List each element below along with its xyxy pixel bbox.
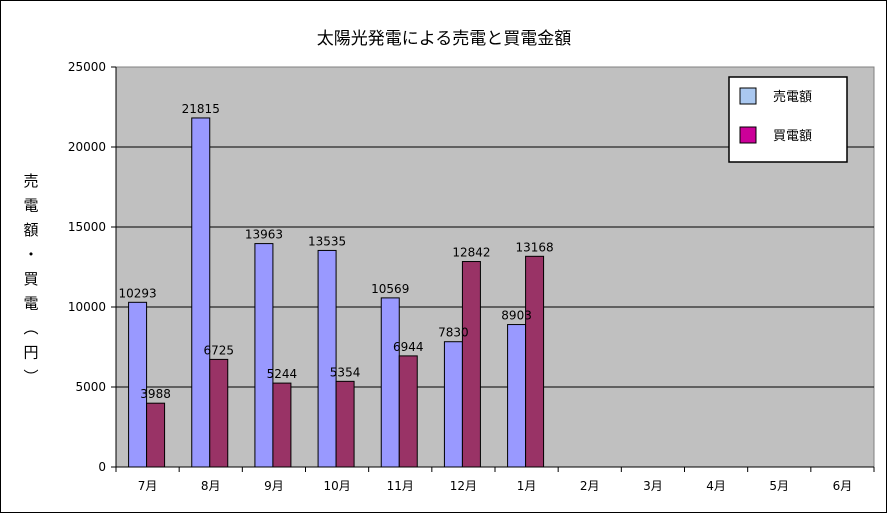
x-tick-label: 5月: [769, 479, 789, 493]
y-tick-label: 10000: [68, 300, 106, 314]
x-tick-label: 7月: [138, 479, 158, 493]
data-label-sell: 10293: [118, 286, 156, 300]
data-label-buy: 12842: [452, 246, 490, 260]
y-axis-label-text: 売電額・買電︵円︶: [23, 172, 38, 386]
legend-label-sell: 売電額: [773, 89, 812, 105]
data-label-sell: 21815: [182, 102, 220, 116]
bar-buy: [398, 355, 418, 468]
data-label-sell: 7830: [438, 326, 469, 340]
y-tick-label: 5000: [75, 380, 106, 394]
bar-sell: [254, 243, 274, 468]
x-tick-label: 11月: [387, 479, 414, 493]
bar-buy: [146, 402, 166, 468]
data-label-buy: 13168: [515, 240, 553, 254]
bar-buy: [525, 255, 545, 468]
data-label-buy: 5354: [330, 365, 361, 379]
x-tick-label: 10月: [323, 479, 350, 493]
x-tick-label: 3月: [643, 479, 663, 493]
data-label-sell: 8903: [501, 309, 532, 323]
data-label-buy: 3988: [140, 387, 171, 401]
x-tick-label: 2月: [580, 479, 600, 493]
y-tick-label: 0: [98, 460, 106, 474]
y-tick-label: 20000: [68, 140, 106, 154]
bar-buy: [335, 380, 355, 468]
legend-swatch-sell: [739, 87, 757, 105]
x-tick-label: 9月: [264, 479, 284, 493]
gridlines: [116, 146, 874, 388]
x-tick-label: 4月: [706, 479, 726, 493]
data-labels: 10293 21815 13963 13535 10569 7830 8903 3988 672…: [118, 102, 553, 401]
bar-sell: [317, 249, 337, 468]
bar-buy: [461, 261, 481, 468]
bar-sell: [507, 324, 527, 468]
data-label-sell: 13535: [308, 234, 346, 248]
legend: 売電額 買電額: [728, 76, 848, 163]
y-tick-label: 15000: [68, 220, 106, 234]
y-tick-label: 25000: [68, 60, 106, 74]
legend-label-buy: 買電額: [773, 129, 812, 144]
chart-title: 太陽光発電による売電と買電金額: [317, 29, 572, 49]
y-axis-ticks: 0 5000 10000 15000 20000 25000: [68, 60, 116, 474]
data-label-sell: 10569: [371, 282, 409, 296]
bar-buy: [272, 382, 292, 468]
legend-swatch-buy: [739, 126, 757, 144]
bar-sell: [128, 301, 148, 468]
bar-sell: [191, 117, 211, 468]
x-axis-ticks: 7月 8月 9月 10月 11月 12月 1月 2月 3月 4月 5月 6月: [115, 467, 875, 493]
data-label-sell: 13963: [245, 228, 283, 242]
y-axis-label: 売電額・買電︵円︶: [23, 172, 38, 386]
data-label-buy: 6944: [393, 340, 424, 354]
bar-buy: [209, 358, 229, 468]
x-tick-label: 6月: [833, 479, 853, 493]
x-tick-label: 12月: [450, 479, 477, 493]
data-label-buy: 5244: [267, 367, 298, 381]
bar-sell: [443, 341, 463, 468]
bar-sell: [380, 297, 400, 468]
x-tick-label: 8月: [201, 479, 221, 493]
bars-group: [128, 117, 545, 468]
x-tick-label: 1月: [517, 479, 537, 493]
data-label-buy: 6725: [203, 343, 234, 357]
